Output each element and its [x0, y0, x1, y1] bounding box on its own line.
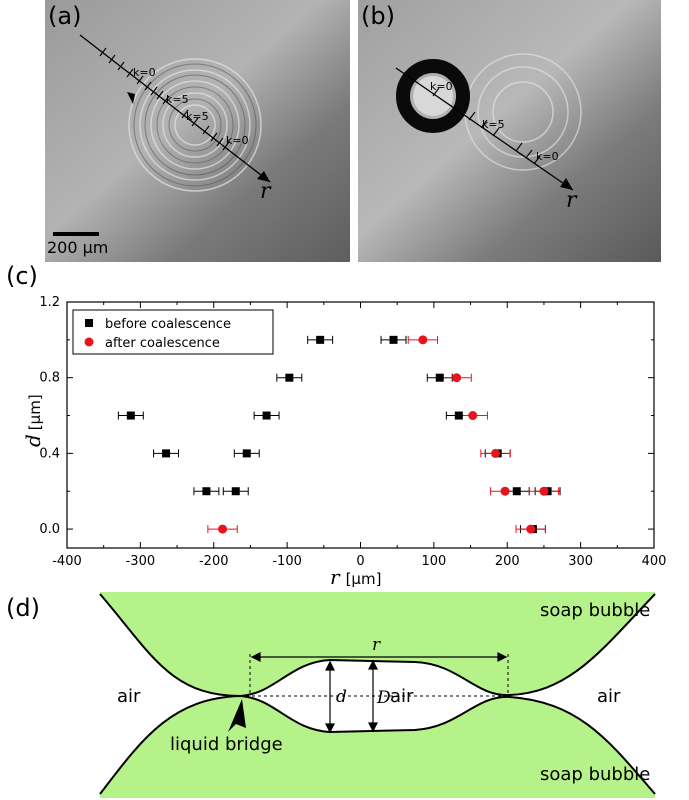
data-point-before: [231, 487, 240, 496]
x-tick-label: 100: [421, 554, 446, 569]
micrograph-b: k=0 k=5 k=0 r: [358, 0, 661, 262]
axis-symbol-a: r: [260, 179, 272, 204]
label-top-bubble: soap bubble: [540, 600, 650, 621]
y-axis-title: d[µm]: [21, 394, 45, 447]
top-bubble-shape: [100, 592, 655, 696]
y-tick-label: 0.0: [39, 522, 60, 537]
data-point-after: [526, 524, 536, 534]
scatter-chart: -400 -300 -200 -100 0 100 200 300 400 0.0 0.4 0.8 1.…: [21, 295, 667, 589]
x-tick-label: 0: [356, 554, 364, 569]
x-tick-label: 200: [495, 554, 520, 569]
panel-b: k=0 k=5 k=0 r (b): [358, 0, 661, 262]
label-air-right: air: [597, 686, 621, 707]
marker-a-4: k=0: [226, 134, 249, 147]
data-point-before: [435, 373, 444, 382]
data-point-after: [218, 524, 228, 534]
D-dimension-arrow: [368, 659, 378, 733]
panel-label-a: (a): [48, 2, 82, 30]
axis-symbol-b: r: [566, 188, 578, 213]
x-tick-label: 300: [568, 554, 593, 569]
marker-b-2: k=5: [482, 118, 505, 131]
marker-a-1: k=0: [133, 66, 156, 79]
label-air-center: air: [390, 686, 414, 707]
legend-marker-after: [84, 337, 94, 347]
r-dimension-arrow: [250, 652, 508, 662]
label-bottom-bubble: soap bubble: [540, 764, 650, 785]
label-d: d: [336, 687, 347, 707]
data-point-before: [285, 373, 294, 382]
data-point-after: [468, 411, 478, 421]
y-tick-label: 0.8: [39, 371, 60, 386]
data-point-before: [202, 487, 211, 496]
data-point-before: [512, 487, 521, 496]
micrograph-a-image: k=0 k=5 k=5 k=0 r: [45, 0, 350, 262]
data-point-before: [126, 411, 135, 420]
data-point-after: [539, 486, 549, 496]
legend-box: [72, 309, 274, 355]
panel-label-d: (d): [6, 594, 40, 622]
x-tick-label: -400: [52, 554, 82, 569]
marker-b-3: k=0: [536, 150, 559, 163]
marker-b-1: k=0: [430, 80, 453, 93]
data-point-after: [418, 335, 428, 345]
legend-label: before coalescence: [105, 317, 231, 332]
scale-bar: [53, 232, 99, 236]
legend-marker-before: [85, 319, 93, 327]
label-r: r: [372, 635, 381, 655]
x-tick-label: 400: [642, 554, 667, 569]
data-point-before: [316, 335, 325, 344]
panel-a: k=0 k=5 k=5 k=0 r (a) 200 µm: [45, 0, 350, 262]
x-tick-label: -200: [199, 554, 229, 569]
data-point-before: [162, 449, 171, 458]
data-point-before: [454, 411, 463, 420]
data-point-after: [500, 486, 510, 496]
legend-label: after coalescence: [105, 336, 220, 351]
micrograph-b-image: k=0 k=5 k=0 r: [358, 0, 661, 262]
y-tick-label: 0.4: [39, 446, 60, 461]
data-point-before: [242, 449, 251, 458]
x-tick-label: -100: [272, 554, 302, 569]
x-axis-title: r [µm]: [330, 565, 381, 589]
pointer-marker-a: [127, 92, 135, 104]
label-D: D: [376, 688, 391, 708]
data-point-before: [262, 411, 271, 420]
marker-a-2: k=5: [166, 93, 189, 106]
micrograph-a: k=0 k=5 k=5 k=0 r: [45, 0, 350, 262]
y-tick-label: 1.2: [39, 295, 60, 310]
panel-label-b: (b): [361, 2, 395, 30]
scale-bar-label: 200 µm: [47, 238, 109, 257]
x-tick-label: -300: [126, 554, 156, 569]
d-dimension-arrow: [325, 660, 335, 734]
panel-label-c: (c): [6, 262, 38, 290]
liquid-bridge-arrow: [228, 699, 246, 732]
data-point-before: [389, 335, 398, 344]
label-liquid-bridge: liquid bridge: [170, 734, 283, 755]
label-air-left: air: [117, 686, 141, 707]
data-point-after: [491, 448, 501, 458]
marker-a-3: k=5: [186, 110, 209, 123]
data-point-after: [452, 373, 462, 383]
bubble-diagram: r d D soap bubble soap bubble air air ai…: [99, 592, 656, 798]
